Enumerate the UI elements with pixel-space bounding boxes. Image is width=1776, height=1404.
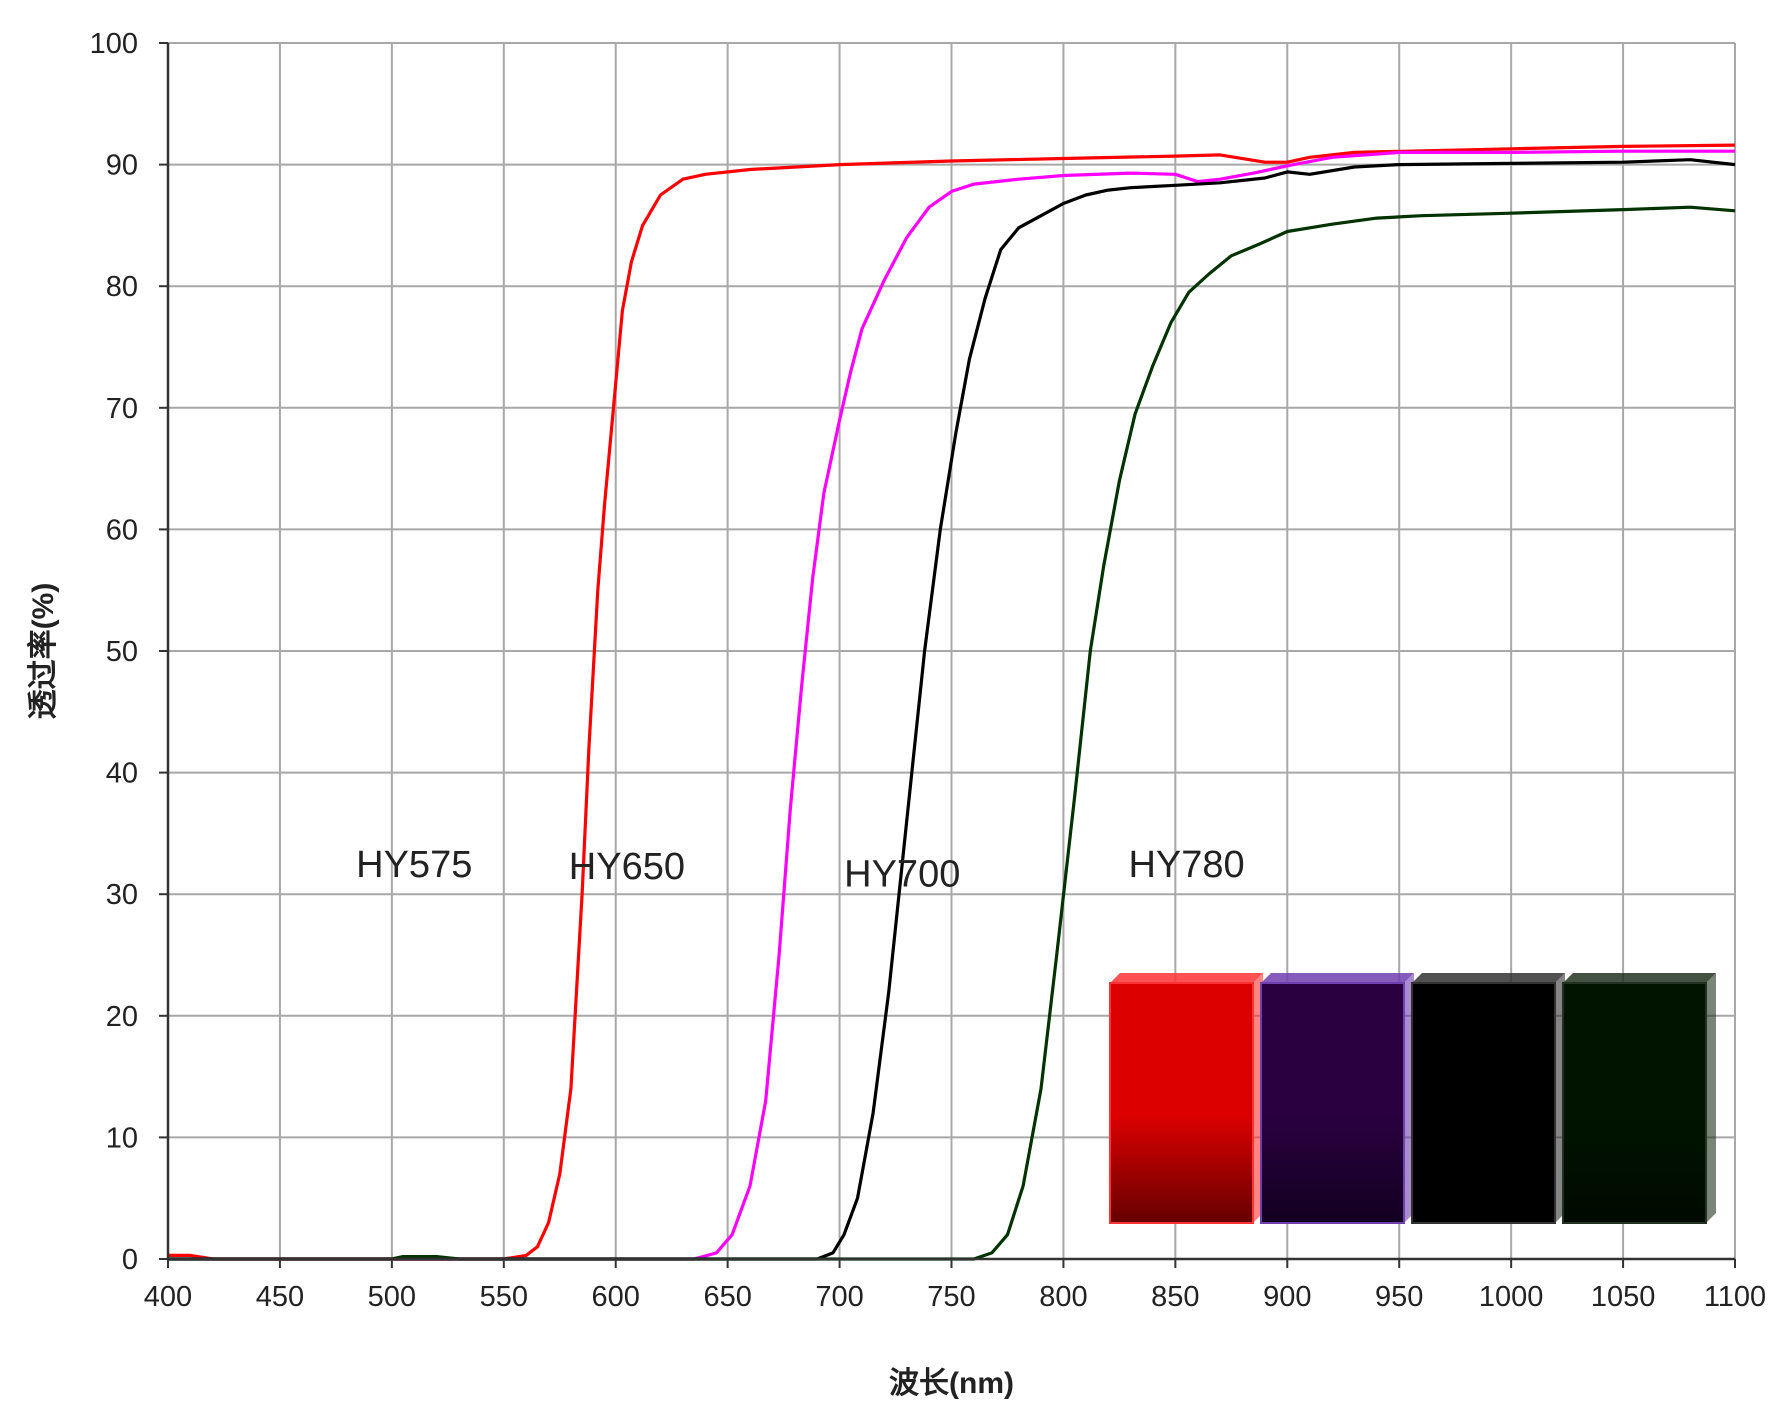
y-tick-label: 50 (106, 636, 138, 668)
series-line-hy575 (168, 143, 1736, 1261)
y-tick-label: 100 (90, 28, 138, 60)
x-tick-label: 450 (256, 1281, 304, 1313)
x-tick-label: 900 (1263, 1281, 1311, 1313)
series-label-hy700: HY700 (844, 854, 960, 896)
red-filter-swatch (1109, 973, 1263, 1224)
y-tick-label: 80 (106, 271, 138, 303)
y-tick-label: 40 (106, 758, 138, 790)
y-tick-label: 90 (106, 150, 138, 182)
filter-swatches (1109, 973, 1716, 1224)
y-tick-label: 30 (106, 879, 138, 911)
series-line-hy650 (168, 149, 1735, 1261)
y-axis-title: 透过率(%) (27, 583, 60, 720)
axes: 400 450 500 550 600 650 700 750 800 850 900 950 1000… (90, 28, 1767, 1313)
x-tick-label: 950 (1375, 1281, 1423, 1313)
x-tick-label: 650 (703, 1281, 751, 1313)
x-axis-title: 波长(nm) (889, 1367, 1014, 1399)
x-tick-label: 1100 (1704, 1281, 1766, 1313)
x-tick-label: 700 (815, 1281, 863, 1313)
x-tick-label: 500 (368, 1281, 416, 1313)
purple-filter-swatch (1260, 973, 1414, 1224)
x-tick-label: 1050 (1591, 1281, 1656, 1313)
x-tick-label: 1000 (1479, 1281, 1544, 1313)
y-tick-label: 0 (122, 1244, 138, 1276)
x-tick-label: 800 (1039, 1281, 1087, 1313)
x-tick-label: 850 (1151, 1281, 1199, 1313)
y-tick-label: 70 (106, 393, 138, 425)
series-label-hy780: HY780 (1128, 844, 1244, 886)
y-tick-label: 60 (106, 514, 138, 546)
series-lines (168, 143, 1736, 1261)
x-tick-label: 750 (927, 1281, 975, 1313)
x-tick-label: 550 (480, 1281, 528, 1313)
y-tick-label: 10 (106, 1122, 138, 1154)
series-line-hy700 (168, 158, 1736, 1261)
series-label-hy575: HY575 (356, 844, 472, 886)
x-tick-label: 400 (144, 1281, 192, 1313)
y-tick-label: 20 (106, 1001, 138, 1033)
series-label-hy650: HY650 (569, 846, 685, 888)
black-filter-swatch (1411, 973, 1565, 1224)
x-tick-label: 600 (592, 1281, 640, 1313)
dark-green-filter-swatch (1562, 973, 1716, 1224)
series-labels: HY575 HY650 HY700 HY780 (356, 844, 1245, 896)
